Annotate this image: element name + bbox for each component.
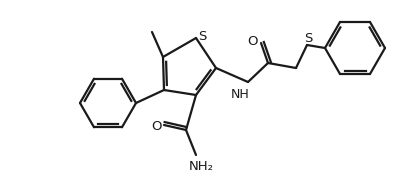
Text: NH: NH — [230, 88, 250, 101]
Text: O: O — [248, 35, 258, 48]
Text: S: S — [198, 30, 206, 42]
Text: S: S — [304, 31, 312, 44]
Text: NH₂: NH₂ — [189, 160, 213, 173]
Text: O: O — [151, 120, 161, 134]
